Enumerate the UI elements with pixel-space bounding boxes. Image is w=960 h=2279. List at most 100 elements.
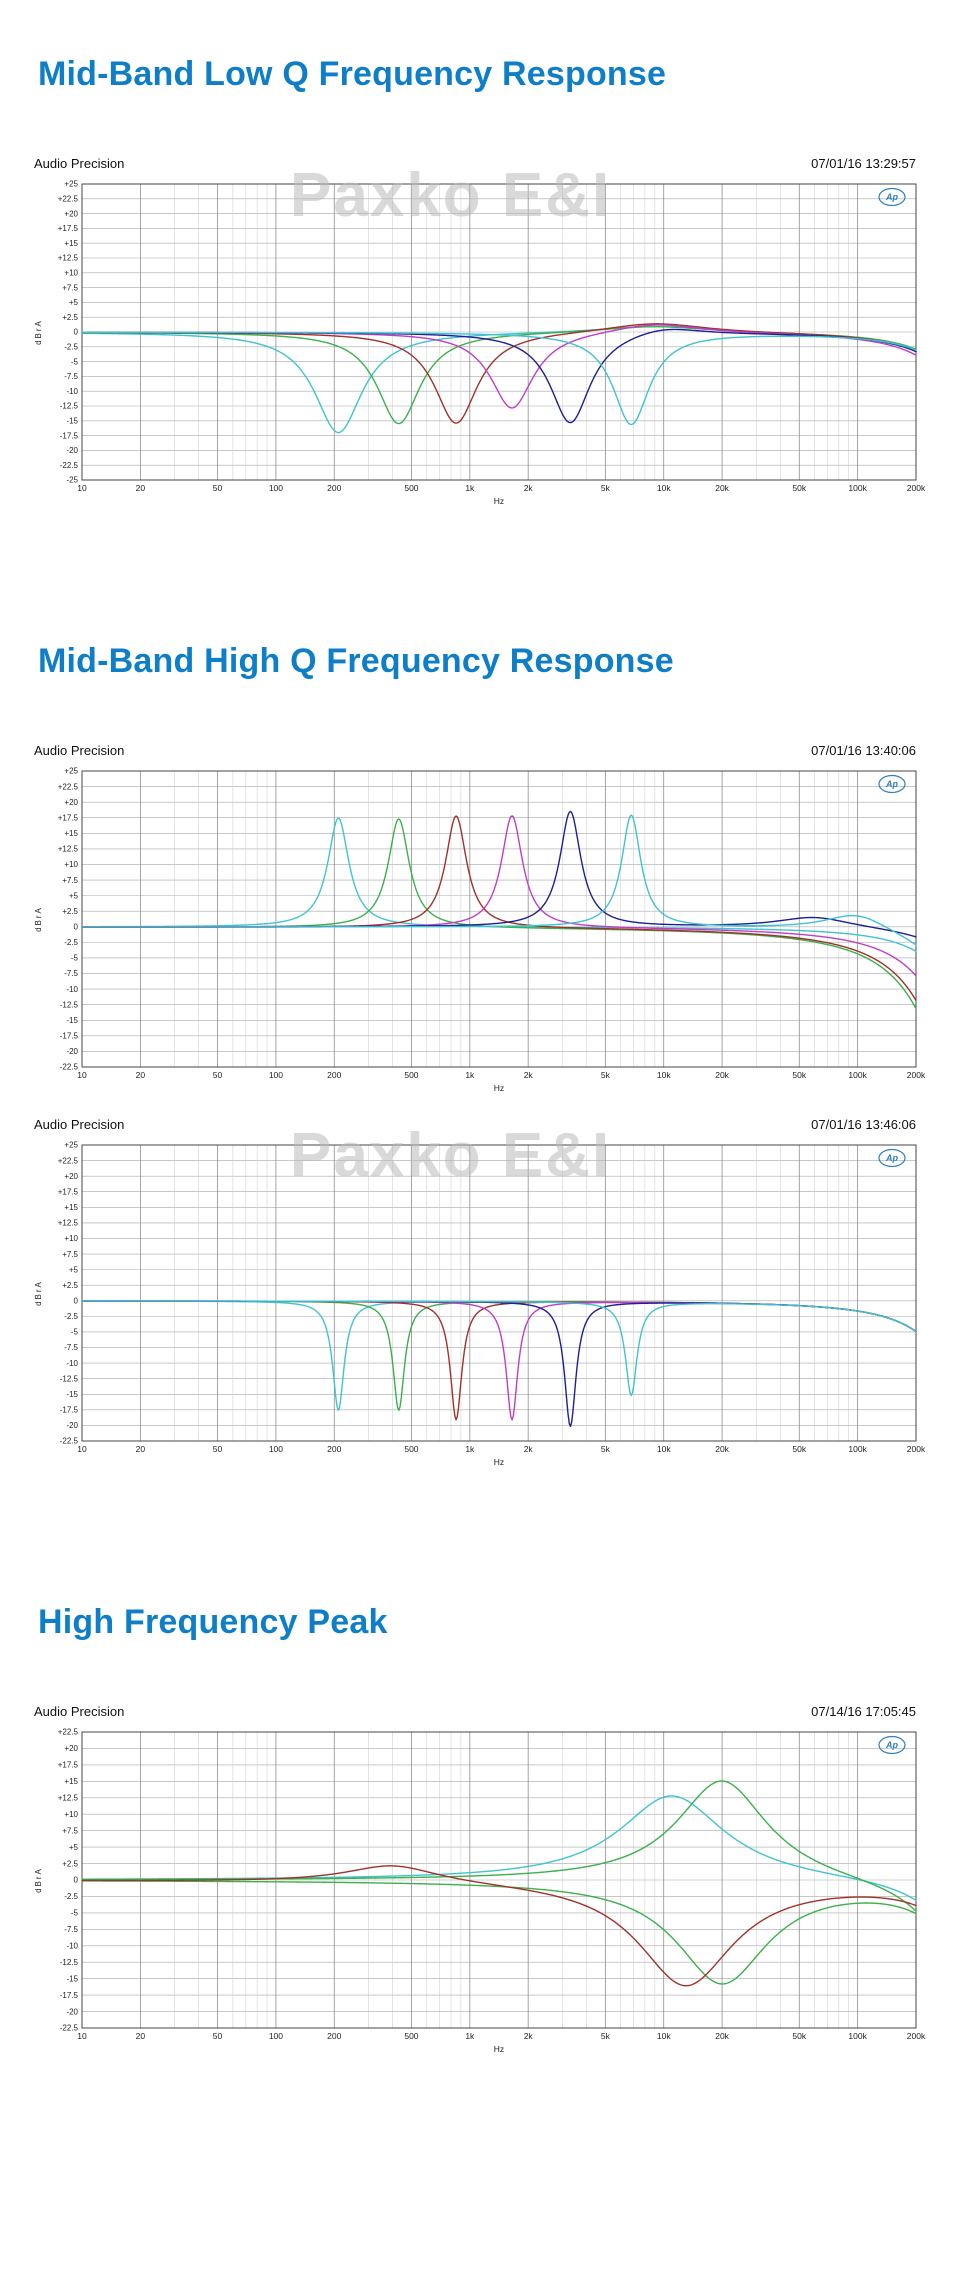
svg-text:+2.5: +2.5 [62, 1859, 78, 1868]
svg-text:-2.5: -2.5 [64, 938, 78, 947]
svg-text:-17.5: -17.5 [60, 1032, 79, 1041]
svg-text:5k: 5k [601, 1444, 611, 1454]
svg-text:2k: 2k [524, 1444, 534, 1454]
svg-text:500: 500 [404, 1444, 418, 1454]
svg-text:0: 0 [74, 1296, 79, 1305]
ap-logo-icon [878, 1735, 906, 1755]
svg-text:10k: 10k [657, 483, 671, 493]
svg-text:-17.5: -17.5 [60, 1406, 79, 1415]
chart-header: Audio Precision 07/01/16 13:29:57 [30, 156, 930, 174]
svg-text:100: 100 [269, 2031, 283, 2041]
svg-text:-10: -10 [66, 1359, 78, 1368]
svg-text:50k: 50k [792, 2031, 806, 2041]
svg-text:+22.5: +22.5 [58, 195, 79, 204]
svg-text:100k: 100k [848, 1444, 867, 1454]
svg-text:-7.5: -7.5 [64, 1343, 78, 1352]
svg-text:-10: -10 [66, 985, 78, 994]
svg-text:+22.5: +22.5 [58, 1728, 79, 1737]
svg-text:1k: 1k [465, 2031, 475, 2041]
svg-text:5k: 5k [601, 483, 611, 493]
svg-text:1k: 1k [465, 1070, 475, 1080]
svg-text:+5: +5 [69, 1265, 79, 1274]
svg-text:-2.5: -2.5 [64, 343, 78, 352]
trace-hf-boost-wide [81, 1795, 917, 1902]
ap-logo-icon [878, 1148, 906, 1168]
svg-text:+5: +5 [69, 891, 79, 900]
svg-text:+22.5: +22.5 [58, 782, 79, 791]
chart-header: Audio Precision 07/14/16 17:05:45 [30, 1704, 930, 1722]
trace-hf-boost [81, 1780, 917, 1912]
audio-precision-label: Audio Precision [34, 743, 125, 758]
svg-text:50: 50 [213, 1444, 223, 1454]
svg-text:+12.5: +12.5 [58, 1793, 79, 1802]
chart-panel-hf-peak: Audio Precision 07/14/16 17:05:45 -22.5-… [30, 1704, 930, 2062]
chart-timestamp: 07/01/16 13:46:06 [811, 1117, 916, 1132]
svg-text:-7.5: -7.5 [64, 1925, 78, 1934]
svg-text:20: 20 [136, 1444, 146, 1454]
svg-text:20k: 20k [715, 1070, 729, 1080]
svg-text:dBrA: dBrA [34, 1867, 43, 1893]
svg-text:+15: +15 [64, 239, 78, 248]
svg-text:10: 10 [77, 2031, 87, 2041]
svg-text:-5: -5 [71, 1909, 79, 1918]
svg-text:-12.5: -12.5 [60, 1958, 79, 1967]
svg-text:-22.5: -22.5 [60, 461, 79, 470]
svg-text:0: 0 [74, 1876, 79, 1885]
svg-text:+7.5: +7.5 [62, 283, 78, 292]
svg-text:20: 20 [136, 2031, 146, 2041]
svg-text:+2.5: +2.5 [62, 313, 78, 322]
svg-text:+15: +15 [64, 829, 78, 838]
svg-text:-2.5: -2.5 [64, 1892, 78, 1901]
svg-text:+2.5: +2.5 [62, 907, 78, 916]
svg-text:+12.5: +12.5 [58, 254, 79, 263]
svg-text:50k: 50k [792, 1444, 806, 1454]
svg-text:Hz: Hz [494, 496, 504, 506]
heading-midband-high-q: Mid-Band High Q Frequency Response [38, 642, 674, 680]
svg-text:dBrA: dBrA [34, 319, 43, 345]
ap-logo-icon [878, 774, 906, 794]
svg-text:-15: -15 [66, 1016, 78, 1025]
svg-text:Hz: Hz [494, 1457, 504, 1467]
svg-text:+7.5: +7.5 [62, 876, 78, 885]
svg-text:-15: -15 [66, 1390, 78, 1399]
svg-text:+12.5: +12.5 [58, 1219, 79, 1228]
svg-text:100k: 100k [848, 1070, 867, 1080]
svg-text:-2.5: -2.5 [64, 1312, 78, 1321]
svg-text:200: 200 [327, 1444, 341, 1454]
svg-text:+20: +20 [64, 209, 78, 218]
trace-cut-210hz [81, 325, 917, 434]
svg-text:+15: +15 [64, 1777, 78, 1786]
svg-text:dBrA: dBrA [34, 906, 43, 932]
svg-text:100: 100 [269, 1070, 283, 1080]
trace-notch-850hz [81, 1300, 917, 1421]
svg-text:dBrA: dBrA [34, 1280, 43, 1306]
svg-text:50k: 50k [792, 483, 806, 493]
svg-text:20: 20 [136, 483, 146, 493]
svg-text:10: 10 [77, 1070, 87, 1080]
svg-text:+22.5: +22.5 [58, 1156, 79, 1165]
svg-text:10k: 10k [657, 1070, 671, 1080]
svg-text:-17.5: -17.5 [60, 431, 79, 440]
svg-text:50: 50 [213, 483, 223, 493]
svg-text:100k: 100k [848, 2031, 867, 2041]
svg-text:500: 500 [404, 1070, 418, 1080]
trace-notch-430hz [81, 1300, 917, 1411]
trace-hf-cut-wide [81, 1865, 917, 1987]
svg-text:100: 100 [269, 1444, 283, 1454]
svg-text:50: 50 [213, 1070, 223, 1080]
svg-text:-25: -25 [66, 476, 78, 485]
trace-notch-210hz [81, 1300, 917, 1411]
svg-text:+10: +10 [64, 860, 78, 869]
svg-text:5k: 5k [601, 2031, 611, 2041]
frequency-response-plot-hf-peak: -22.5 -20 -17.5 -15 -12.5 -10 -7.5 -5 -2.5 0 +2.5 +… [34, 1728, 926, 2054]
svg-text:+5: +5 [69, 1843, 79, 1852]
svg-text:200: 200 [327, 2031, 341, 2041]
trace-boost-430hz [81, 818, 917, 1010]
svg-text:20k: 20k [715, 2031, 729, 2041]
svg-text:-7.5: -7.5 [64, 969, 78, 978]
ap-logo-text: Ap [885, 779, 898, 789]
svg-text:+7.5: +7.5 [62, 1826, 78, 1835]
trace-boost-850hz [81, 815, 917, 1002]
trace-cut-6800hz [81, 331, 917, 426]
